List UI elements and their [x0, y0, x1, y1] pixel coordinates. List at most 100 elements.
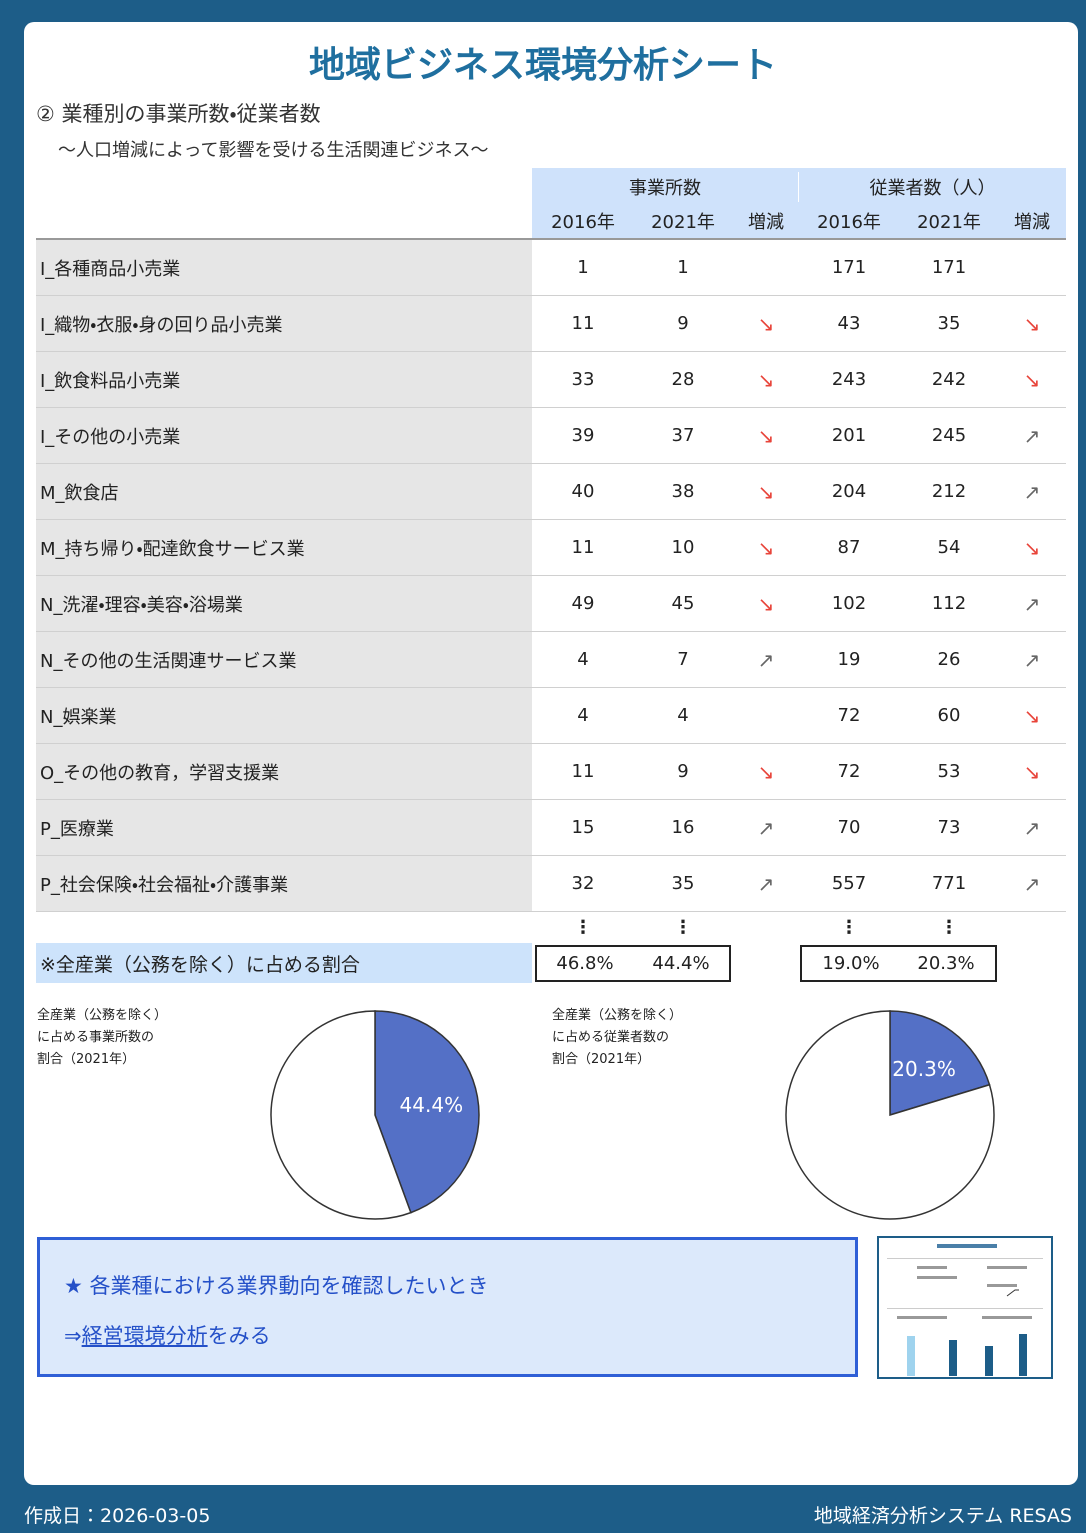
cell-value: 204 — [831, 481, 867, 502]
row-line — [36, 463, 1066, 464]
column-header: 2021年 — [917, 212, 981, 233]
pie-title: 全産業（公務を除く） に占める事業所数の 割合（2021年） — [37, 1008, 168, 1067]
pie-title: 全産業（公務を除く） に占める従業者数の 割合（2021年） — [552, 1008, 683, 1067]
cell-value: ↘ — [757, 535, 775, 560]
share-value: 20.3% — [917, 952, 975, 974]
cell-value: 243 — [831, 369, 867, 390]
cell-value: ↘ — [757, 367, 775, 392]
row-name: O_その他の教育，学習支援業 — [36, 744, 532, 799]
link[interactable]: 経営環境分析 — [81, 1324, 208, 1348]
row-name: I_各種商品小売業 — [36, 240, 532, 295]
cell-value: 10 — [671, 537, 695, 558]
cell-value: 49 — [571, 593, 595, 614]
cell-value: ↘ — [757, 311, 775, 336]
cell-value: 1 — [677, 257, 689, 278]
row-name: M_持ち帰り・配達飲食サービス業 — [36, 520, 532, 575]
cell-value: 11 — [571, 537, 595, 558]
cell-value: 72 — [837, 705, 861, 726]
row-line — [36, 631, 1066, 632]
row-name: N_娯楽業 — [36, 688, 532, 743]
share-box — [535, 945, 731, 982]
cell-value: 35 — [671, 873, 695, 894]
cell-value: 771 — [931, 873, 967, 894]
cell-value: ↗ — [1023, 423, 1041, 448]
cell-value: 1 — [577, 257, 589, 278]
row-name: I_飲食料品小売業 — [36, 352, 532, 407]
section-title: ② 業種別の事業所数・従業者数 — [36, 102, 321, 126]
share-value: 19.0% — [822, 952, 880, 974]
cell-value: ↘ — [757, 479, 775, 504]
cell-value: 33 — [571, 369, 595, 390]
ellipsis: ⋮ — [574, 916, 592, 938]
cell-value: 87 — [837, 537, 861, 558]
row-line — [36, 351, 1066, 352]
column-header: 2016年 — [817, 212, 881, 233]
row-line — [36, 911, 1066, 912]
cell-value: 242 — [931, 369, 967, 390]
cell-value: 70 — [837, 817, 861, 838]
cell-value: ↘ — [757, 423, 775, 448]
row-name: P_社会保険・社会福祉・介護事業 — [36, 856, 532, 911]
cell-value: 40 — [571, 481, 595, 502]
row-line — [36, 799, 1066, 800]
share-value: 44.4% — [652, 952, 710, 974]
cell-value: ↗ — [1023, 871, 1041, 896]
link-box: ★ 各業種における業界動向を確認したいとき ⇒経営環境分析をみる — [37, 1237, 858, 1377]
row-line — [36, 743, 1066, 744]
cell-value: 28 — [671, 369, 695, 390]
cell-value: 39 — [571, 425, 595, 446]
cell-value: 32 — [571, 873, 595, 894]
ellipsis: ⋮ — [940, 916, 958, 938]
header-bg — [532, 168, 1066, 238]
cell-value: 37 — [671, 425, 695, 446]
cell-value: 38 — [671, 481, 695, 502]
share-label: ※全産業（公務を除く）に占める割合 — [36, 943, 532, 983]
row-name: M_飲食店 — [36, 464, 532, 519]
cell-value: ↗ — [1023, 647, 1041, 672]
header-line — [36, 238, 1066, 240]
group-header: 事業所数 — [629, 178, 701, 199]
cell-value: 60 — [937, 705, 961, 726]
subtitle: ～人口増減によって影響を受ける生活関連ビジネス～ — [58, 140, 489, 161]
cell-value: ↘ — [757, 759, 775, 784]
column-header: 増減 — [748, 212, 784, 233]
row-line — [36, 575, 1066, 576]
cell-value: 11 — [571, 313, 595, 334]
cell-value: 4 — [677, 705, 689, 726]
column-header: 増減 — [1014, 212, 1050, 233]
link-line: ⇒経営環境分析をみる — [64, 1320, 271, 1350]
row-name: N_洗濯・理容・美容・浴場業 — [36, 576, 532, 631]
thumbnail — [877, 1236, 1053, 1379]
cell-value: ↘ — [1023, 703, 1041, 728]
cell-value: ↘ — [1023, 367, 1041, 392]
cell-value: 201 — [831, 425, 867, 446]
title: 地域ビジネス環境分析シート — [308, 45, 777, 86]
row-name: N_その他の生活関連サービス業 — [36, 632, 532, 687]
cell-value: 26 — [937, 649, 961, 670]
row-line — [36, 855, 1066, 856]
cell-value: 4 — [577, 705, 589, 726]
cell-value: 53 — [937, 761, 961, 782]
cell-value: ↗ — [1023, 591, 1041, 616]
row-line — [36, 519, 1066, 520]
cell-value: 171 — [831, 257, 867, 278]
share-value: 46.8% — [556, 952, 614, 974]
cell-value: 9 — [677, 313, 689, 334]
cell-value: 171 — [931, 257, 967, 278]
footer-brand: 地域経済分析システム RESAS — [813, 1505, 1072, 1527]
link-arrow: ⇒ — [64, 1324, 82, 1348]
row-line — [36, 407, 1066, 408]
cell-value: 43 — [837, 313, 861, 334]
cell-value: 45 — [671, 593, 695, 614]
share-box — [800, 945, 997, 982]
cell-value: ↗ — [757, 647, 775, 672]
ellipsis: ⋮ — [674, 916, 692, 938]
row-line — [36, 295, 1066, 296]
cell-value: ↗ — [1023, 479, 1041, 504]
group-header: 従業者数（人） — [869, 178, 996, 199]
footer-date: 作成日：2026-03-05 — [24, 1505, 211, 1527]
cell-value: 11 — [571, 761, 595, 782]
ellipsis: ⋮ — [840, 916, 858, 938]
cell-value: 4 — [577, 649, 589, 670]
cell-value: 112 — [931, 593, 967, 614]
